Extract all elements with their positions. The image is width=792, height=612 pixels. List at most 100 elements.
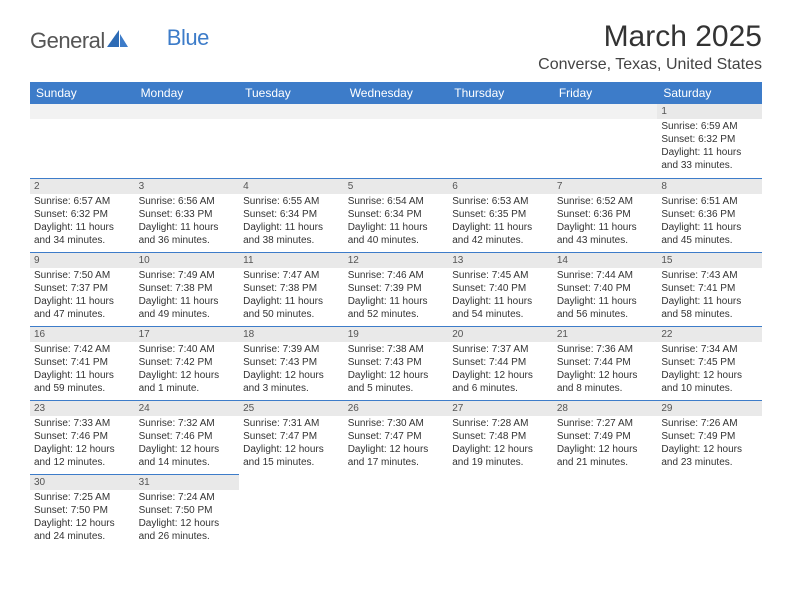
day-cell: 25Sunrise: 7:31 AMSunset: 7:47 PMDayligh… (239, 400, 344, 474)
day-number: 28 (553, 401, 658, 416)
sunset-text: Sunset: 7:40 PM (557, 282, 654, 295)
sunset-text: Sunset: 7:45 PM (661, 356, 758, 369)
day-number: 24 (135, 401, 240, 416)
daylight2-text: and 38 minutes. (243, 234, 340, 247)
daylight2-text: and 3 minutes. (243, 382, 340, 395)
col-thursday: Thursday (448, 82, 553, 104)
location: Converse, Texas, United States (538, 56, 762, 74)
daylight1-text: Daylight: 11 hours (34, 369, 131, 382)
day-content: Sunrise: 7:31 AMSunset: 7:47 PMDaylight:… (239, 416, 344, 471)
daylight1-text: Daylight: 12 hours (348, 443, 445, 456)
day-cell (553, 474, 658, 548)
day-cell: 7Sunrise: 6:52 AMSunset: 6:36 PMDaylight… (553, 178, 658, 252)
day-number: 21 (553, 327, 658, 342)
sunrise-text: Sunrise: 6:57 AM (34, 195, 131, 208)
day-cell: 30Sunrise: 7:25 AMSunset: 7:50 PMDayligh… (30, 474, 135, 548)
day-content: Sunrise: 7:25 AMSunset: 7:50 PMDaylight:… (30, 490, 135, 545)
sunrise-text: Sunrise: 7:28 AM (452, 417, 549, 430)
sunset-text: Sunset: 7:43 PM (348, 356, 445, 369)
day-cell: 4Sunrise: 6:55 AMSunset: 6:34 PMDaylight… (239, 178, 344, 252)
day-cell: 16Sunrise: 7:42 AMSunset: 7:41 PMDayligh… (30, 326, 135, 400)
sunset-text: Sunset: 7:41 PM (34, 356, 131, 369)
day-content: Sunrise: 7:40 AMSunset: 7:42 PMDaylight:… (135, 342, 240, 397)
day-cell (239, 474, 344, 548)
week-row: 2Sunrise: 6:57 AMSunset: 6:32 PMDaylight… (30, 178, 762, 252)
daylight2-text: and 45 minutes. (661, 234, 758, 247)
day-number: 25 (239, 401, 344, 416)
daylight1-text: Daylight: 12 hours (557, 443, 654, 456)
day-content: Sunrise: 7:30 AMSunset: 7:47 PMDaylight:… (344, 416, 449, 471)
day-content: Sunrise: 6:51 AMSunset: 6:36 PMDaylight:… (657, 194, 762, 249)
sunrise-text: Sunrise: 7:37 AM (452, 343, 549, 356)
daylight1-text: Daylight: 11 hours (243, 221, 340, 234)
col-monday: Monday (135, 82, 240, 104)
sunset-text: Sunset: 7:49 PM (557, 430, 654, 443)
day-content: Sunrise: 7:27 AMSunset: 7:49 PMDaylight:… (553, 416, 658, 471)
day-cell: 13Sunrise: 7:45 AMSunset: 7:40 PMDayligh… (448, 252, 553, 326)
day-number: 14 (553, 253, 658, 268)
sunrise-text: Sunrise: 6:56 AM (139, 195, 236, 208)
sunset-text: Sunset: 7:44 PM (557, 356, 654, 369)
sunrise-text: Sunrise: 7:49 AM (139, 269, 236, 282)
day-number-empty (344, 104, 449, 119)
sunset-text: Sunset: 7:46 PM (139, 430, 236, 443)
sunrise-text: Sunrise: 6:55 AM (243, 195, 340, 208)
day-content: Sunrise: 7:43 AMSunset: 7:41 PMDaylight:… (657, 268, 762, 323)
daylight2-text: and 6 minutes. (452, 382, 549, 395)
sunrise-text: Sunrise: 6:52 AM (557, 195, 654, 208)
daylight1-text: Daylight: 11 hours (661, 221, 758, 234)
sunrise-text: Sunrise: 7:36 AM (557, 343, 654, 356)
sunrise-text: Sunrise: 7:42 AM (34, 343, 131, 356)
day-content: Sunrise: 7:26 AMSunset: 7:49 PMDaylight:… (657, 416, 762, 471)
calendar-body: 1Sunrise: 6:59 AMSunset: 6:32 PMDaylight… (30, 104, 762, 548)
daylight1-text: Daylight: 12 hours (34, 517, 131, 530)
day-content: Sunrise: 6:53 AMSunset: 6:35 PMDaylight:… (448, 194, 553, 249)
daylight1-text: Daylight: 11 hours (661, 295, 758, 308)
daylight2-text: and 8 minutes. (557, 382, 654, 395)
sunset-text: Sunset: 7:47 PM (243, 430, 340, 443)
sunset-text: Sunset: 7:37 PM (34, 282, 131, 295)
day-number-empty (135, 104, 240, 119)
day-cell: 15Sunrise: 7:43 AMSunset: 7:41 PMDayligh… (657, 252, 762, 326)
day-cell: 17Sunrise: 7:40 AMSunset: 7:42 PMDayligh… (135, 326, 240, 400)
col-tuesday: Tuesday (239, 82, 344, 104)
daylight1-text: Daylight: 12 hours (34, 443, 131, 456)
day-cell: 21Sunrise: 7:36 AMSunset: 7:44 PMDayligh… (553, 326, 658, 400)
sunset-text: Sunset: 7:48 PM (452, 430, 549, 443)
day-number-empty (448, 104, 553, 119)
day-number: 4 (239, 179, 344, 194)
day-number: 22 (657, 327, 762, 342)
day-cell: 22Sunrise: 7:34 AMSunset: 7:45 PMDayligh… (657, 326, 762, 400)
day-content: Sunrise: 6:57 AMSunset: 6:32 PMDaylight:… (30, 194, 135, 249)
daylight1-text: Daylight: 11 hours (557, 221, 654, 234)
day-cell: 31Sunrise: 7:24 AMSunset: 7:50 PMDayligh… (135, 474, 240, 548)
sunset-text: Sunset: 6:36 PM (661, 208, 758, 221)
daylight2-text: and 10 minutes. (661, 382, 758, 395)
logo-text-general: General (30, 28, 105, 54)
day-cell: 26Sunrise: 7:30 AMSunset: 7:47 PMDayligh… (344, 400, 449, 474)
sunset-text: Sunset: 6:35 PM (452, 208, 549, 221)
day-number: 26 (344, 401, 449, 416)
header: General Blue March 2025 Converse, Texas,… (30, 20, 762, 74)
day-number: 11 (239, 253, 344, 268)
header-row: Sunday Monday Tuesday Wednesday Thursday… (30, 82, 762, 104)
day-cell: 2Sunrise: 6:57 AMSunset: 6:32 PMDaylight… (30, 178, 135, 252)
sunset-text: Sunset: 7:42 PM (139, 356, 236, 369)
week-row: 30Sunrise: 7:25 AMSunset: 7:50 PMDayligh… (30, 474, 762, 548)
sunset-text: Sunset: 6:36 PM (557, 208, 654, 221)
day-cell: 10Sunrise: 7:49 AMSunset: 7:38 PMDayligh… (135, 252, 240, 326)
day-number: 18 (239, 327, 344, 342)
daylight2-text: and 59 minutes. (34, 382, 131, 395)
day-number: 5 (344, 179, 449, 194)
day-cell: 29Sunrise: 7:26 AMSunset: 7:49 PMDayligh… (657, 400, 762, 474)
daylight1-text: Daylight: 11 hours (661, 146, 758, 159)
sunset-text: Sunset: 7:39 PM (348, 282, 445, 295)
day-number: 3 (135, 179, 240, 194)
day-number: 31 (135, 475, 240, 490)
sunrise-text: Sunrise: 7:34 AM (661, 343, 758, 356)
daylight1-text: Daylight: 11 hours (139, 295, 236, 308)
daylight1-text: Daylight: 12 hours (139, 369, 236, 382)
daylight1-text: Daylight: 11 hours (348, 221, 445, 234)
sunset-text: Sunset: 7:41 PM (661, 282, 758, 295)
sunrise-text: Sunrise: 7:25 AM (34, 491, 131, 504)
